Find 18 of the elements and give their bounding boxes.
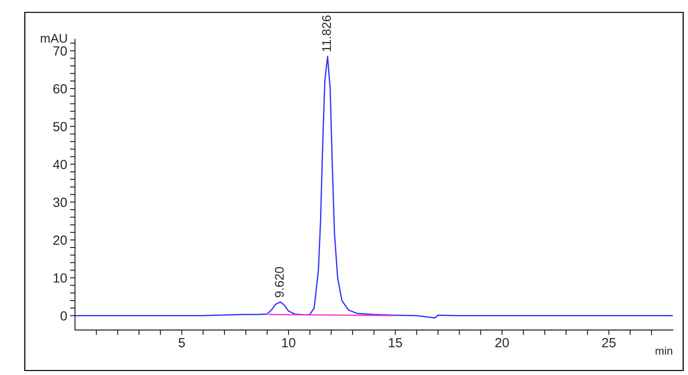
- x-tick-label: 15: [388, 338, 402, 348]
- x-tick-label: 10: [282, 338, 296, 348]
- x-axis-title: min: [656, 346, 672, 355]
- x-tick-label: 5: [178, 338, 185, 348]
- annotation: 9.620: [274, 267, 284, 298]
- y-tick-label: 0: [60, 311, 67, 321]
- y-axis-title: mAU: [40, 34, 67, 43]
- y-tick-label: 10: [54, 273, 67, 283]
- x-tick-label: 20: [495, 338, 509, 348]
- y-tick-label: 60: [53, 84, 67, 94]
- y-tick-label: 30: [53, 198, 67, 208]
- y-tick-label: 50: [53, 122, 67, 132]
- x-tick-label: 25: [602, 338, 616, 348]
- line-series: [74, 56, 673, 319]
- annotation: 11.826: [322, 15, 331, 52]
- y-tick-label: 40: [52, 160, 67, 170]
- y-tick-label: 70: [53, 46, 67, 56]
- y-tick-label: 20: [53, 236, 67, 245]
